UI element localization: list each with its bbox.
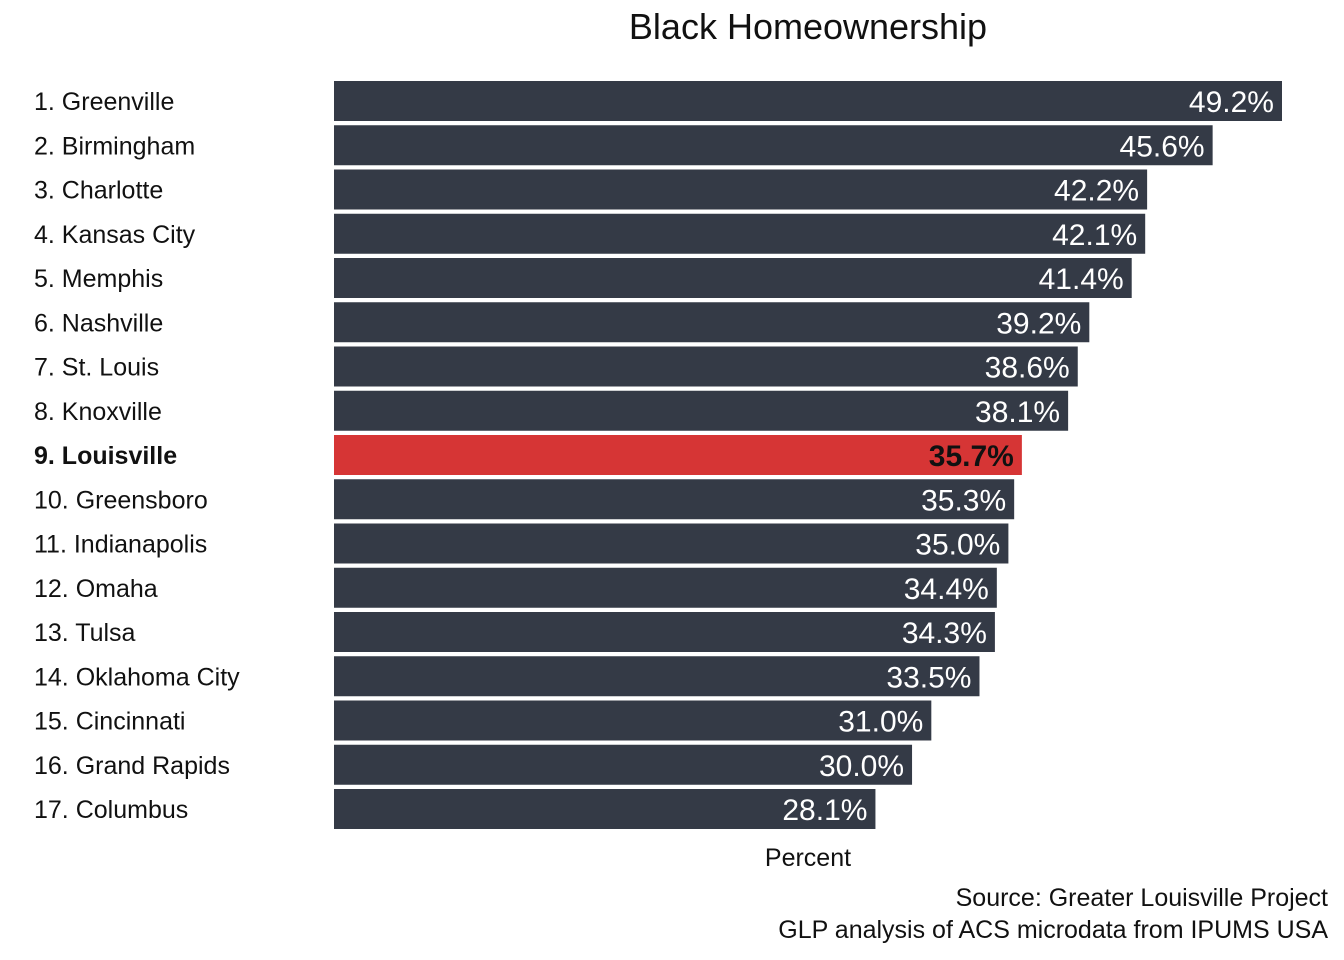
source-note: Source: Greater Louisville Project GLP a… <box>778 882 1328 946</box>
category-label: 16. Grand Rapids <box>34 752 230 780</box>
bar <box>334 81 1282 121</box>
source-line-2: GLP analysis of ACS microdata from IPUMS… <box>778 916 1328 944</box>
value-label: 31.0% <box>838 706 923 739</box>
bar <box>334 612 995 652</box>
category-label: 11. Indianapolis <box>34 531 207 559</box>
bar <box>334 744 913 785</box>
category-label: 6. Nashville <box>34 309 163 337</box>
category-label: 10. Greensboro <box>34 486 208 514</box>
chart-title: Black Homeownership <box>628 6 988 47</box>
value-label: 33.5% <box>886 661 971 694</box>
category-label: 9. Louisville <box>34 442 177 470</box>
value-label: 39.2% <box>996 307 1081 340</box>
category-label: 2. Birmingham <box>34 132 195 160</box>
x-axis-label: Percent <box>764 844 852 872</box>
bar <box>334 302 1090 343</box>
bar <box>334 346 1078 387</box>
value-label: 34.3% <box>902 617 987 650</box>
bar <box>334 523 1009 564</box>
value-label: 28.1% <box>782 794 867 827</box>
bar <box>334 479 1015 520</box>
value-label: 35.0% <box>915 529 1000 562</box>
category-label: 1. Greenville <box>34 88 174 116</box>
bar <box>334 656 980 697</box>
source-line-1: Source: Greater Louisville Project <box>955 884 1328 912</box>
category-label: 15. Cincinnati <box>34 708 185 736</box>
bar <box>334 700 932 741</box>
category-label: 7. St. Louis <box>34 354 159 382</box>
value-label: 42.1% <box>1052 219 1137 252</box>
category-label: 13. Tulsa <box>34 619 136 647</box>
value-label: 35.3% <box>921 484 1006 517</box>
bar <box>334 390 1069 431</box>
category-label: 14. Oklahoma City <box>34 663 240 691</box>
value-label: 42.2% <box>1054 175 1139 208</box>
bar-highlighted <box>334 435 1022 475</box>
value-label: 30.0% <box>819 750 904 783</box>
bar <box>334 567 997 608</box>
category-label: 17. Columbus <box>34 796 188 824</box>
value-label: 41.4% <box>1039 263 1124 296</box>
bar <box>334 169 1148 210</box>
bar <box>334 213 1146 254</box>
bars-group: 1. Greenville 49.2% 2. Birmingham 45.6% 3. C… <box>34 81 1282 829</box>
category-label: 4. Kansas City <box>34 221 196 249</box>
category-label: 12. Omaha <box>34 575 158 603</box>
value-label: 35.7% <box>929 440 1014 473</box>
category-label: 5. Memphis <box>34 265 163 293</box>
bar <box>334 789 876 829</box>
value-label: 38.6% <box>985 352 1070 385</box>
value-label: 45.6% <box>1120 130 1205 163</box>
bar <box>334 125 1213 166</box>
value-label: 49.2% <box>1189 86 1274 119</box>
value-label: 38.1% <box>975 396 1060 429</box>
value-label: 34.4% <box>904 573 989 606</box>
bar <box>334 258 1132 298</box>
category-label: 3. Charlotte <box>34 177 163 205</box>
category-label: 8. Knoxville <box>34 398 162 426</box>
